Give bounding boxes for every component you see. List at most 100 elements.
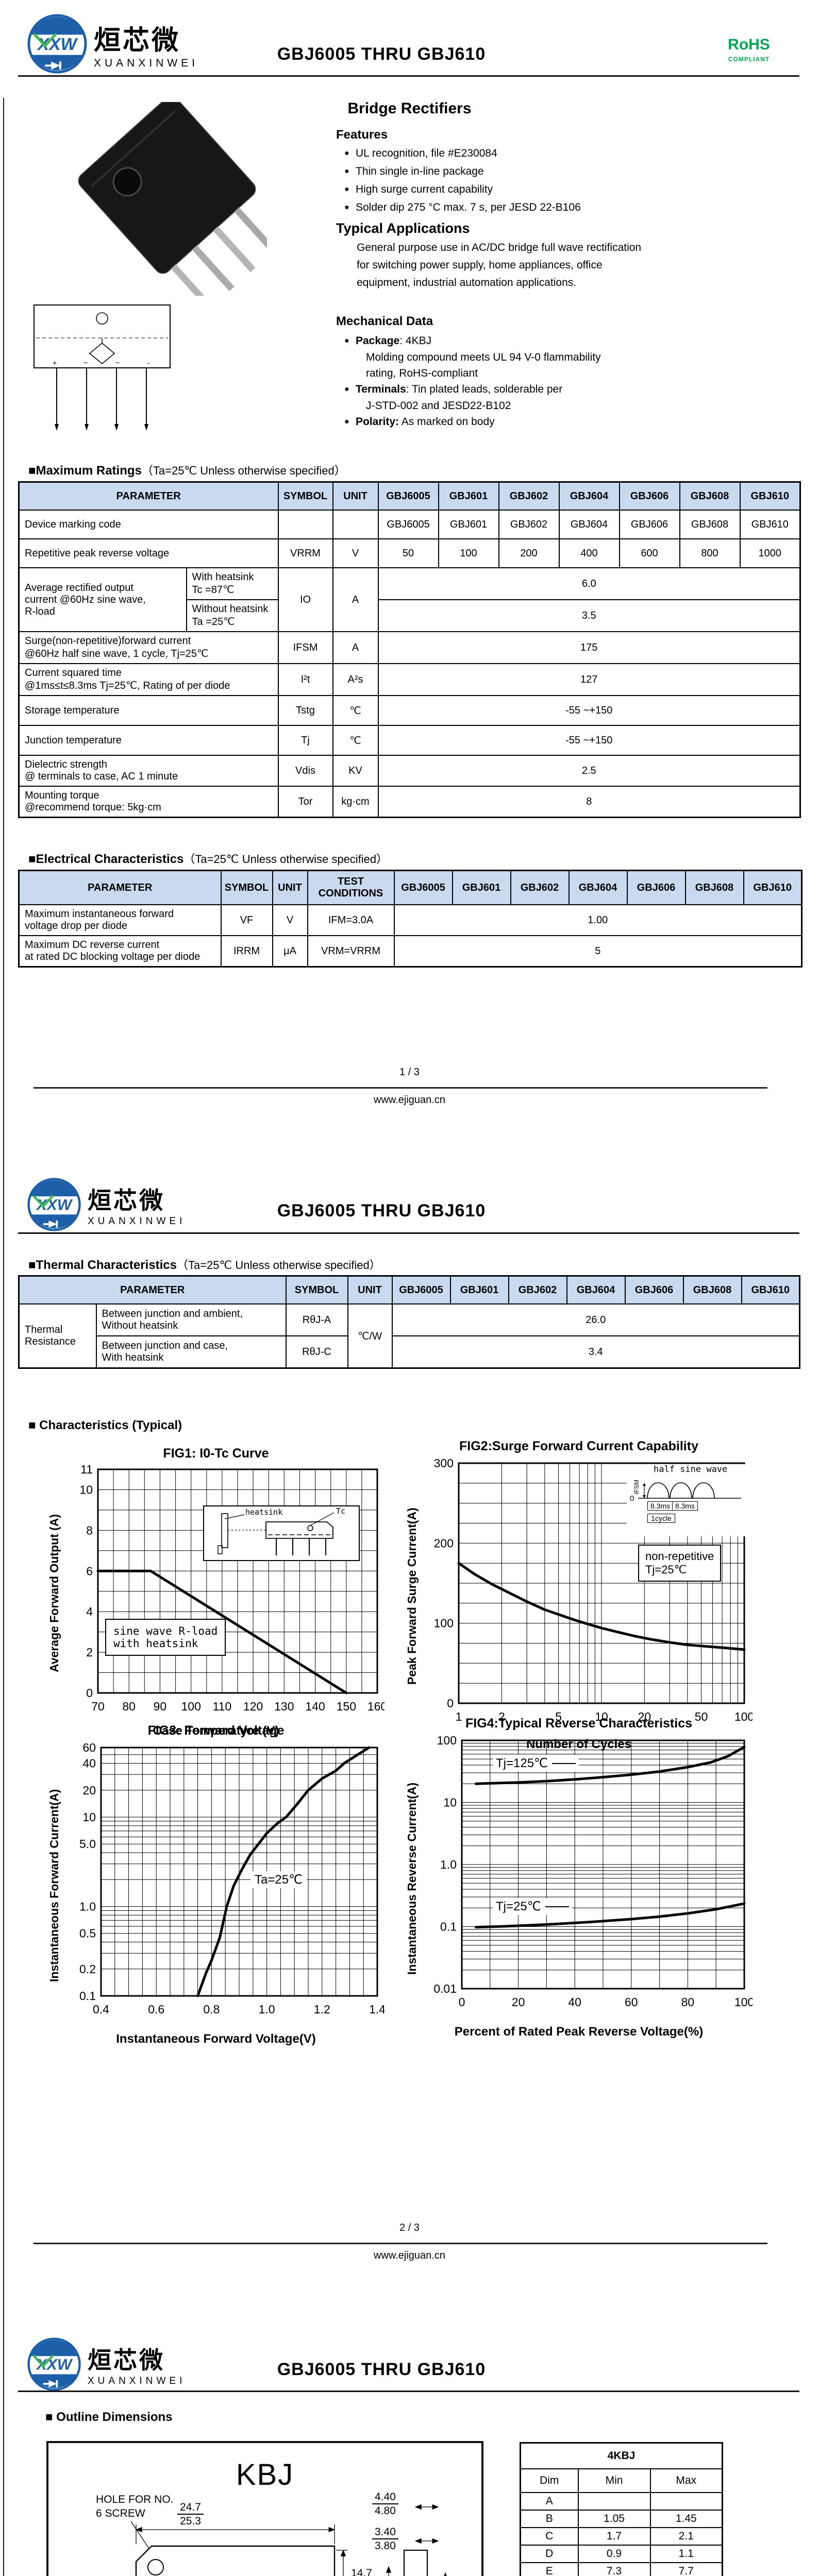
page-number: 2 / 3 [399, 2222, 420, 2233]
svg-text:120: 120 [243, 1700, 263, 1713]
table-header-row: PARAMETER SYMBOL UNIT TEST CONDITIONS GB… [18, 870, 803, 905]
fig4-plot: Instantaneous Reverse Current(A) 0 20 40 60… [405, 1734, 753, 2023]
fig2-plot: Peak Forward Surge Current(A) 1 2 5 10 20 50 1… [405, 1457, 753, 1735]
col-device: GBJ606 [624, 1275, 684, 1304]
table-row: Without heatsink Ta =25℃ 3.5 [19, 599, 801, 632]
svg-text:150: 150 [337, 1700, 356, 1713]
svg-text:5.0: 5.0 [79, 1837, 96, 1851]
product-heading: Bridge Rectifiers [347, 100, 472, 117]
col-unit: UNIT [332, 481, 379, 511]
col-device: GBJ606 [626, 870, 686, 905]
svg-text:5: 5 [555, 1710, 562, 1723]
svg-text:100: 100 [181, 1700, 201, 1713]
bullet-icon: ● [344, 185, 349, 194]
fig2-inset-ms2-label: 8.3ms [672, 1501, 698, 1511]
col-unit: UNIT [272, 870, 308, 905]
mechanical-item: ● Package: 4KBJ [344, 333, 746, 349]
footer-rule [34, 2243, 767, 2244]
fig1-xlabel: Case Temperatyre (V) [153, 1724, 279, 1738]
dim-label: 24.7 25.3 [177, 2501, 204, 2528]
col-parameter: PARAMETER [18, 870, 222, 905]
col-min: Min [577, 2468, 651, 2493]
col-device: GBJ601 [449, 1275, 509, 1304]
company-name-en: XUANXINWEI [88, 1216, 186, 1227]
col-device: GBJ610 [743, 870, 803, 905]
col-device: GBJ604 [568, 870, 628, 905]
fig3-annotation: Ta=25℃ [250, 1871, 307, 1888]
col-test-conditions: TEST CONDITIONS [307, 870, 395, 905]
table-row: C 1.7 2.1 [520, 2527, 723, 2546]
rohs-compliant-label: COMPLIANT [728, 56, 770, 63]
svg-text:10: 10 [79, 1483, 93, 1497]
col-device: GBJ601 [438, 481, 499, 511]
fig1-inset: heatsink Tc [203, 1505, 360, 1561]
company-name-en: XUANXINWEI [94, 57, 199, 69]
svg-text:11: 11 [80, 1464, 93, 1476]
fig3-title: FIG3: Forward Voltage [147, 1723, 285, 1738]
doc-title: GBJ6005 THRU GBJ610 [277, 44, 486, 64]
svg-text:1.2: 1.2 [314, 2003, 330, 2016]
rohs-label: RoHS [728, 36, 770, 53]
svg-text:300: 300 [434, 1457, 454, 1470]
svg-text:40: 40 [568, 1995, 581, 2009]
col-device: GBJ606 [619, 481, 680, 511]
logo-globe-icon: XXW [27, 1178, 81, 1231]
fig3-plot: Instantaneous Forward Current(A) 0.4 0.6 0… [47, 1741, 385, 2030]
table-row: Maximum instantaneous forward voltage dr… [18, 904, 803, 936]
fig1-annotation: sine wave R-load with heatsink [105, 1619, 226, 1656]
col-device: GBJ604 [558, 481, 620, 511]
outline-heading: ■ Outline Dimensions [45, 2410, 173, 2424]
col-symbol: SYMBOL [220, 870, 273, 905]
svg-text:70: 70 [91, 1700, 105, 1713]
col-device: GBJ602 [498, 481, 560, 511]
fig4-xlabel: Percent of Rated Peak Reverse Voltage(%) [454, 2025, 704, 2039]
svg-text:140: 140 [305, 1700, 325, 1713]
table-row: Between junction and case, With heatsink… [19, 1335, 800, 1369]
doc-title: GBJ6005 THRU GBJ610 [277, 2360, 486, 2379]
fig2-annotation: non-repetitive Tj=25℃ [638, 1545, 722, 1582]
svg-text:50: 50 [695, 1710, 708, 1723]
table-header-row: PARAMETER SYMBOL UNIT GBJ6005 GBJ601 GBJ… [18, 481, 801, 511]
svg-text:110: 110 [213, 1700, 232, 1713]
svg-text:10: 10 [82, 1810, 96, 1824]
col-device: GBJ602 [508, 1275, 567, 1304]
bullet-icon: ● [344, 167, 349, 176]
logo-globe-icon: XXW [27, 14, 87, 74]
fig1-inset-tc-label: Tc [336, 1506, 346, 1516]
svg-text:100: 100 [437, 1734, 457, 1747]
col-device: GBJ601 [452, 870, 511, 905]
table-row: Device marking code GBJ6005 GBJ601 GBJ602 G… [18, 510, 801, 539]
table-row: D 0.9 1.1 [520, 2545, 723, 2563]
logo-globe-icon: XXW [27, 2337, 81, 2391]
thermal-table: PARAMETER SYMBOL UNIT GBJ6005 GBJ601 GBJ… [18, 1275, 800, 1369]
svg-text:-: - [147, 359, 150, 367]
svg-text:2: 2 [498, 1710, 505, 1723]
col-symbol: SYMBOL [277, 481, 333, 511]
page-1: XXW 烜芯微 XUANXINWEI GBJ6005 THRU GBJ610 R… [0, 0, 819, 1110]
fig1-inset-drawing [218, 1512, 335, 1555]
table-row: E 7.3 7.7 [520, 2562, 723, 2576]
fig3-chart-canvas: 0.4 0.6 0.8 1.0 1.2 1.4 0.1 0.2 0.5 1.0 5.0 10 20 40 6… [79, 1741, 385, 2016]
electrical-table: PARAMETER SYMBOL UNIT TEST CONDITIONS GB… [18, 870, 803, 968]
svg-text:0: 0 [86, 1686, 93, 1700]
footer-url: www.ejiguan.cn [374, 2250, 445, 2261]
company-logo: XXW 烜芯微 XUANXINWEI [27, 1175, 233, 1234]
fig1-inset-heatsink-label: heatsink [245, 1507, 283, 1517]
outline-drawing [130, 2504, 448, 2576]
company-name-en: XUANXINWEI [88, 2376, 186, 2386]
table-row: Surge(non-repetitive)forward current @60… [18, 631, 801, 664]
table-row: A [520, 2492, 723, 2511]
footer-rule [34, 1087, 767, 1089]
svg-text:1: 1 [456, 1710, 462, 1723]
col-symbol: SYMBOL [285, 1275, 348, 1304]
svg-text:100: 100 [734, 1710, 753, 1723]
page-3: XXW 烜芯微 XUANXINWEI GBJ6005 THRU GBJ610 ■… [0, 2277, 819, 2576]
svg-text:0.5: 0.5 [79, 1927, 96, 1940]
fig4-chart-canvas: 0 20 40 60 80 100 0.01 0.1 1.0 10 100 [433, 1734, 753, 2009]
col-dim: Dim [520, 2468, 579, 2493]
svg-text:6: 6 [86, 1564, 93, 1578]
dim-label: 4.40 4.80 [372, 2490, 398, 2517]
company-logo: XXW 烜芯微 XUANXINWEI [27, 11, 233, 76]
table-row: Repetitive peak reverse voltage VRRM V 50… [18, 538, 801, 568]
company-name-cn: 烜芯微 [88, 2347, 165, 2374]
